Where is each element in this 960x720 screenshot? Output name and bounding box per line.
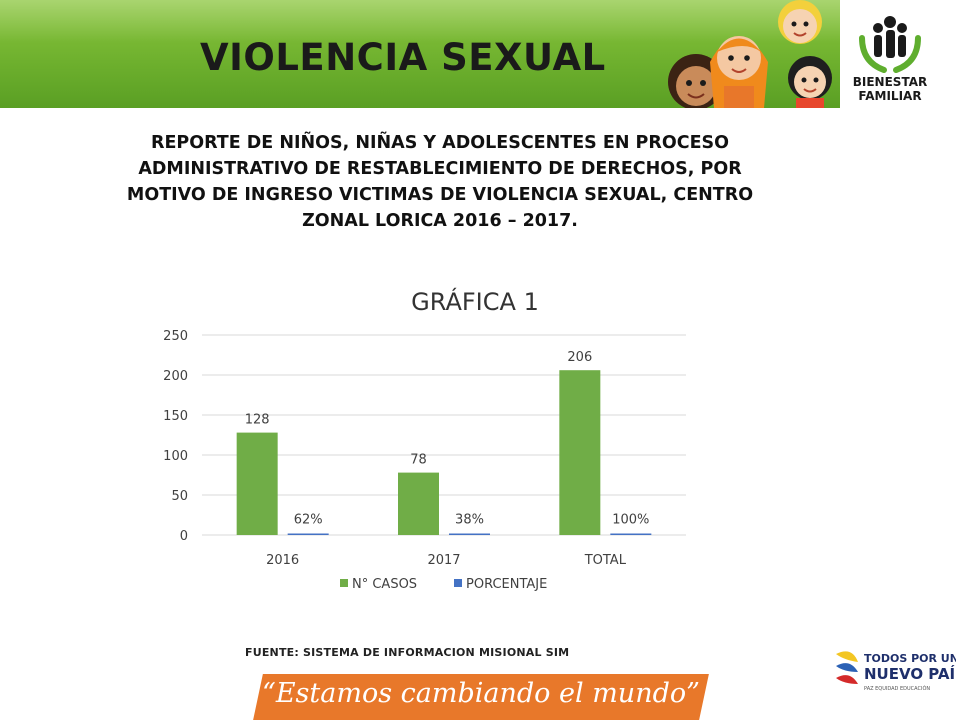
- bar-porcentaje: [610, 533, 652, 535]
- subtitle-line-3: MOTIVO DE INGRESO VICTIMAS DE VIOLENCIA …: [126, 185, 754, 205]
- y-tick-label: 0: [180, 529, 188, 544]
- flag-red-icon: [836, 675, 858, 684]
- logo-text-familiar: FAMILIAR: [858, 89, 921, 103]
- subtitle-line-1: REPORTE DE NIÑOS, NIÑAS Y ADOLESCENTES E…: [150, 133, 730, 153]
- chart-title: GRÁFICA 1: [411, 288, 539, 316]
- y-tick-label: 100: [163, 449, 188, 464]
- bar-chart: 0 50 100 150 200 250 128 62% 2016 78 38% 2017 206 100…: [163, 329, 686, 592]
- flag-blue-icon: [836, 663, 858, 672]
- y-tick-label: 200: [163, 369, 188, 384]
- gov-line-2: NUEVO PAÍS: [864, 664, 956, 683]
- source-note: FUENTE: SISTEMA DE INFORMACION MISIONAL …: [245, 646, 570, 659]
- legend-swatch: [454, 579, 462, 587]
- data-label-casos: 128: [245, 413, 270, 428]
- header-banner: VIOLENCIA SEXUAL: [0, 0, 960, 108]
- x-tick-label: 2016: [266, 553, 299, 568]
- bienestar-familiar-logo: BIENESTAR FAMILIAR: [840, 0, 960, 108]
- y-tick-label: 250: [163, 329, 188, 344]
- data-label-casos: 78: [410, 453, 427, 468]
- flag-yellow-icon: [836, 651, 858, 662]
- page-title: VIOLENCIA SEXUAL: [200, 36, 606, 79]
- family-icon: BIENESTAR FAMILIAR: [853, 16, 927, 103]
- green-header-band: [0, 0, 840, 108]
- data-label-porcentaje: 62%: [294, 513, 323, 528]
- slogan-text: “Estamos cambiando el mundo”: [262, 678, 700, 709]
- data-label-porcentaje: 100%: [612, 513, 649, 528]
- chart-title-wrap: GRÁFICA 1: [0, 288, 960, 316]
- bar-casos: [236, 432, 278, 535]
- gov-line-1: TODOS POR UN: [864, 652, 956, 665]
- subtitle-line-4: ZONAL LORICA 2016 – 2017.: [302, 211, 578, 231]
- children-illustration: [668, 0, 832, 108]
- bar-casos: [398, 472, 439, 535]
- todos-por-un-nuevo-pais-logo: TODOS POR UN NUEVO PAÍS PAZ EQUIDAD EDUC…: [836, 651, 956, 692]
- x-tick-label: 2017: [427, 553, 460, 568]
- data-label-porcentaje: 38%: [455, 513, 484, 528]
- legend-label: PORCENTAJE: [466, 577, 547, 592]
- x-tick-label: TOTAL: [584, 553, 627, 568]
- data-label-casos: 206: [567, 350, 592, 365]
- logo-text-bienestar: BIENESTAR: [853, 75, 927, 89]
- subtitle-line-2: ADMINISTRATIVO DE RESTABLECIMIENTO DE DE…: [138, 159, 742, 179]
- y-tick-label: 150: [163, 409, 188, 424]
- y-tick-label: 50: [171, 489, 188, 504]
- report-subtitle: REPORTE DE NIÑOS, NIÑAS Y ADOLESCENTES E…: [40, 130, 840, 234]
- bar-casos: [559, 370, 601, 535]
- gov-line-3: PAZ EQUIDAD EDUCACIÓN: [864, 685, 930, 692]
- bar-porcentaje: [287, 533, 329, 535]
- legend-swatch: [340, 579, 348, 587]
- bar-porcentaje: [449, 533, 490, 535]
- legend-label: N° CASOS: [352, 577, 417, 592]
